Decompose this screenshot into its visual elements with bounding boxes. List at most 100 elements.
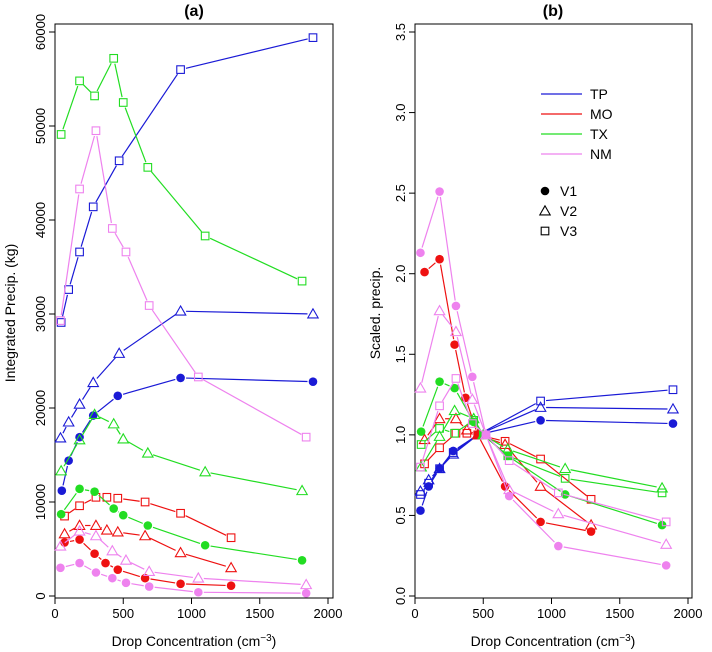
series-line-segment xyxy=(442,456,451,465)
legend-marker-v3 xyxy=(540,226,550,236)
data-point xyxy=(192,571,205,583)
series-line-segment xyxy=(84,499,92,504)
data-point xyxy=(193,372,203,382)
data-point xyxy=(534,480,547,491)
panel-a-ylabel: Integrated Precip. (kg) xyxy=(2,244,18,383)
data-point xyxy=(560,474,570,483)
series-tx-v3 xyxy=(56,53,307,286)
series-line-segment xyxy=(512,499,555,543)
series-line-segment xyxy=(80,135,96,184)
y-tick-label: 50000 xyxy=(33,108,48,144)
data-point xyxy=(655,481,669,493)
data-point xyxy=(75,247,84,257)
data-point xyxy=(113,493,123,503)
series-line-segment xyxy=(83,84,92,93)
y-tick-label: 40000 xyxy=(33,202,48,238)
data-point xyxy=(73,519,86,530)
data-point xyxy=(143,565,156,577)
series-mo-v3 xyxy=(420,428,596,504)
series-line-segment xyxy=(483,421,536,435)
data-point xyxy=(668,385,678,395)
data-point xyxy=(56,318,66,327)
data-point xyxy=(297,555,307,565)
x-tick-label: 500 xyxy=(112,606,134,621)
series-line-segment xyxy=(81,419,91,433)
series-line-segment xyxy=(122,570,141,578)
series-tp-v2 xyxy=(54,304,320,443)
series-line-segment xyxy=(570,478,657,493)
x-tick-label: 0 xyxy=(51,606,58,621)
data-point xyxy=(308,377,318,386)
data-point xyxy=(433,304,446,316)
data-point xyxy=(75,501,84,511)
series-nm-v3 xyxy=(56,126,311,442)
series-line-segment xyxy=(117,579,121,582)
panel-b-ylabel: Scaled. precip. xyxy=(367,267,383,360)
data-point xyxy=(466,393,479,404)
y-tick-label: 30000 xyxy=(33,296,48,332)
series-line-segment xyxy=(60,194,80,316)
data-point xyxy=(87,376,100,388)
data-point xyxy=(435,254,444,264)
data-point xyxy=(143,163,153,172)
data-point xyxy=(109,504,118,513)
data-point xyxy=(200,231,210,241)
series-line-segment xyxy=(427,451,437,461)
panel-b-xlabel: Drop Concentration (cm−3) xyxy=(471,633,636,650)
series-line-segment xyxy=(152,454,201,471)
series-line-segment xyxy=(131,583,144,587)
data-point xyxy=(54,464,68,476)
series-line-segment xyxy=(123,498,140,502)
data-point xyxy=(668,419,678,428)
data-point xyxy=(295,484,309,496)
data-point xyxy=(64,285,73,294)
data-point xyxy=(176,579,185,589)
series-line-segment xyxy=(546,389,668,402)
series-line-segment xyxy=(421,196,439,248)
series-line-segment xyxy=(455,349,465,393)
series-tp-v1 xyxy=(57,373,318,496)
series-line-segment xyxy=(482,403,537,433)
legend-label-v3: V3 xyxy=(560,223,577,239)
series-line-segment xyxy=(563,514,662,544)
series-line-segment xyxy=(476,426,483,432)
data-point xyxy=(140,497,150,507)
data-point xyxy=(56,316,65,325)
data-point xyxy=(469,416,479,425)
series-line-segment xyxy=(563,546,661,566)
series-line-segment xyxy=(473,404,485,430)
data-point xyxy=(107,417,120,429)
x-tick-label: 1500 xyxy=(605,606,634,621)
data-point xyxy=(56,130,66,139)
panel-b-xlabel-main: Drop Concentration (cm xyxy=(471,633,620,649)
data-point xyxy=(467,412,480,424)
series-line-segment xyxy=(150,171,203,233)
series-line-segment xyxy=(68,508,76,514)
data-point xyxy=(106,544,119,556)
data-point xyxy=(89,519,103,530)
series-line-segment xyxy=(69,257,79,285)
y-tick-label: 0.5 xyxy=(393,506,408,524)
series-line-segment xyxy=(99,416,110,423)
y-tick-label: 60000 xyxy=(33,14,48,50)
data-point xyxy=(224,561,238,573)
y-tick-label: 0.0 xyxy=(393,587,408,605)
series-line-segment xyxy=(83,542,91,551)
data-point xyxy=(75,184,84,194)
series-line-segment xyxy=(186,310,308,315)
series-line-segment xyxy=(63,444,78,467)
data-point xyxy=(416,440,426,449)
data-point xyxy=(449,412,463,424)
data-point xyxy=(416,490,425,499)
series-line-segment xyxy=(544,489,588,523)
data-point xyxy=(559,462,572,474)
data-point xyxy=(194,587,203,597)
series-line-segment xyxy=(84,565,92,571)
series-line-segment xyxy=(544,461,588,497)
data-point xyxy=(534,401,547,412)
data-point xyxy=(57,486,67,496)
series-line-segment xyxy=(96,357,116,379)
series-line-segment xyxy=(512,458,561,492)
series-tx-v1 xyxy=(56,484,307,565)
y-tick-label: 3.0 xyxy=(393,104,408,122)
